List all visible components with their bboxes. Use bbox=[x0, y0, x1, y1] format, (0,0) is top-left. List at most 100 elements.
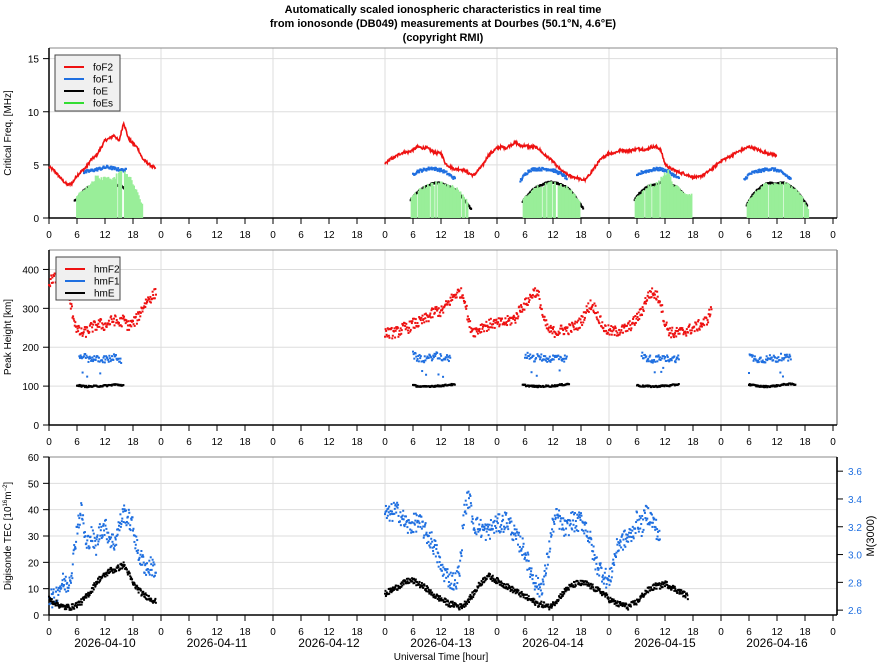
m3000-point bbox=[120, 520, 123, 523]
x-tick-label: 6 bbox=[634, 230, 640, 241]
fof1-point bbox=[84, 169, 87, 172]
m3000-point bbox=[390, 512, 393, 515]
x-tick-label: 12 bbox=[323, 437, 335, 448]
m3000-point bbox=[467, 490, 470, 493]
m3000-point bbox=[533, 588, 536, 591]
tec-point bbox=[561, 594, 564, 597]
m3000-point bbox=[58, 590, 61, 593]
hmf2-point bbox=[624, 325, 627, 328]
m3000-point bbox=[452, 588, 455, 591]
hmf2-point bbox=[648, 296, 651, 299]
hmf1-point bbox=[93, 355, 96, 358]
fof1-point bbox=[672, 175, 675, 178]
foes-bar bbox=[680, 190, 682, 218]
m3000-point bbox=[68, 584, 71, 587]
hmf1-point bbox=[432, 354, 435, 357]
tec-point bbox=[129, 575, 132, 578]
hmf2-point bbox=[148, 300, 151, 303]
hmf2-point bbox=[543, 318, 546, 321]
fof1-point bbox=[436, 169, 439, 172]
m3000-point bbox=[131, 516, 134, 519]
m3000-point bbox=[146, 562, 148, 565]
tec-point bbox=[493, 581, 496, 584]
fof1-point bbox=[763, 169, 766, 172]
tec-point bbox=[423, 584, 426, 587]
m3000-point bbox=[128, 511, 131, 514]
fof1-point bbox=[118, 168, 121, 171]
tec-point bbox=[119, 567, 122, 570]
hmf2-point bbox=[463, 301, 466, 304]
m3000-point bbox=[473, 528, 476, 531]
m3000-point bbox=[454, 579, 456, 582]
hmf1-point bbox=[447, 355, 450, 358]
m3000-point bbox=[558, 527, 561, 530]
tec-point bbox=[622, 602, 625, 605]
foes-bar bbox=[662, 175, 665, 218]
hmf2-point bbox=[423, 313, 426, 316]
hmf2-point bbox=[614, 325, 617, 328]
m3000-point bbox=[437, 552, 440, 555]
hmf2-point bbox=[610, 325, 613, 328]
foes-bar bbox=[799, 194, 801, 218]
tec-point bbox=[106, 574, 109, 577]
m3000-point bbox=[541, 578, 544, 581]
foes-bar bbox=[423, 185, 426, 218]
hmf2-point bbox=[72, 317, 75, 320]
hmf2-point bbox=[646, 294, 649, 297]
fof1-point bbox=[671, 174, 674, 177]
hmf2-point bbox=[660, 304, 663, 307]
foes-bar bbox=[756, 191, 758, 218]
hmf1-point bbox=[535, 356, 538, 359]
tec-point bbox=[531, 599, 534, 602]
hme-point bbox=[533, 385, 536, 388]
hmf2-point bbox=[577, 327, 580, 330]
m3000-point bbox=[421, 520, 424, 523]
foes-bar bbox=[752, 194, 755, 218]
hmf2-point bbox=[566, 326, 569, 329]
hmf2-point bbox=[652, 292, 655, 295]
m3000-point bbox=[125, 520, 128, 523]
hmf2-point bbox=[685, 328, 688, 331]
hmf2-point bbox=[612, 329, 615, 332]
hmf2-point bbox=[92, 323, 95, 326]
tec-point bbox=[126, 573, 129, 576]
hmf1-point bbox=[538, 355, 541, 358]
hmf2-point bbox=[624, 330, 627, 333]
tec-point bbox=[420, 581, 423, 584]
m3000-point bbox=[133, 534, 136, 537]
hmf2-point bbox=[579, 318, 582, 321]
m3000-point bbox=[503, 511, 506, 514]
hmf2-point bbox=[563, 333, 566, 336]
foes-bar bbox=[527, 195, 530, 218]
fof1-point bbox=[118, 169, 121, 172]
hmf2-point bbox=[650, 290, 652, 293]
tec-point bbox=[634, 599, 637, 602]
foes-bar bbox=[140, 202, 142, 218]
tec-point bbox=[92, 584, 95, 587]
hmf2-point bbox=[506, 324, 509, 327]
m3000-point bbox=[114, 536, 117, 539]
tec-point bbox=[391, 587, 393, 590]
m3000-point bbox=[545, 572, 547, 575]
hmf2-point bbox=[586, 310, 589, 313]
m3000-point bbox=[566, 520, 568, 523]
hmf2-point bbox=[636, 316, 639, 319]
hmf2-point bbox=[590, 308, 593, 311]
m3000-point bbox=[590, 538, 593, 541]
y-tick-label: 400 bbox=[22, 265, 39, 276]
m3000-point bbox=[592, 550, 595, 553]
hmf2-point bbox=[81, 334, 84, 337]
tec-point bbox=[64, 605, 67, 608]
tec-point bbox=[585, 583, 588, 586]
hmf2-point bbox=[706, 319, 709, 322]
foes-bar bbox=[114, 178, 117, 218]
hmf2-point bbox=[390, 326, 393, 329]
m3000-point bbox=[85, 542, 88, 545]
m3000-point bbox=[92, 532, 95, 535]
fof1-point bbox=[652, 167, 655, 170]
tec-point bbox=[110, 566, 113, 569]
foes-bar bbox=[667, 169, 670, 218]
m3000-point bbox=[88, 546, 91, 549]
m3000-point bbox=[488, 523, 491, 526]
m3000-point bbox=[128, 527, 131, 530]
